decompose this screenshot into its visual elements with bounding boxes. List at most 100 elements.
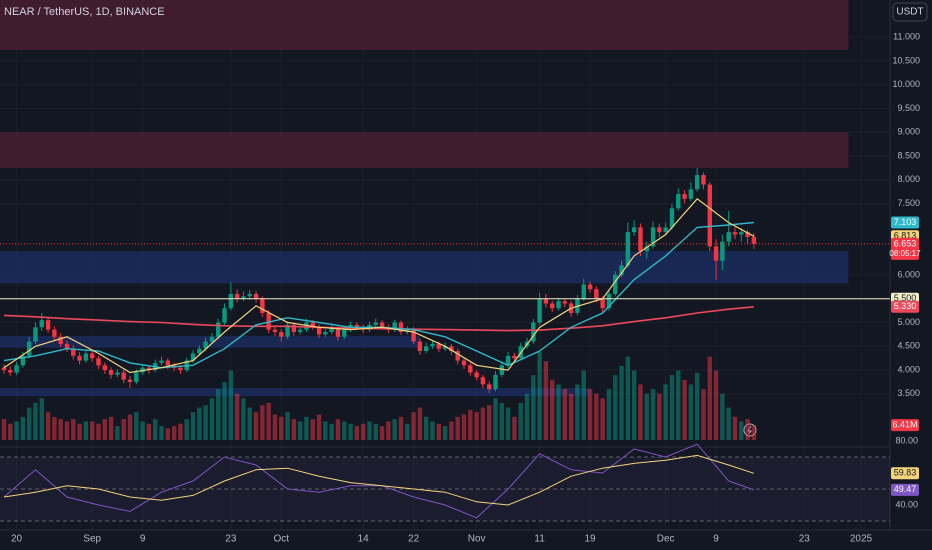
x-tick-label: Nov — [468, 534, 486, 545]
volume-bar — [127, 414, 133, 440]
candle-body — [430, 343, 435, 347]
y-tick-label: 6.000 — [897, 269, 920, 279]
price-zone — [0, 132, 849, 168]
candle-body — [474, 372, 479, 378]
candle-body — [26, 341, 32, 356]
candle-body — [562, 301, 568, 304]
volume-bar — [676, 370, 681, 440]
volume-bar — [543, 361, 549, 440]
candle-body — [108, 370, 114, 375]
volume-bar — [644, 393, 649, 440]
volume-bar — [102, 419, 108, 440]
candle-body — [260, 298, 265, 313]
volume-bar — [216, 389, 221, 440]
volume-bar — [625, 356, 631, 440]
candle-body — [587, 284, 593, 290]
volume-bar — [285, 412, 290, 440]
candle-body — [222, 308, 227, 323]
candle-body — [45, 320, 51, 330]
volume-bar — [537, 352, 542, 440]
current-price-label: 6.653 — [894, 238, 917, 248]
volume-bar — [480, 407, 486, 440]
candle-body — [442, 346, 448, 349]
candle-body — [638, 227, 643, 252]
volume-bar — [487, 405, 492, 440]
candle-body — [644, 246, 649, 252]
y-tick-label: 11.000 — [893, 31, 920, 41]
volume-bar — [726, 407, 731, 440]
price-tag-label: 6.813 — [894, 231, 917, 241]
volume-bar — [247, 407, 252, 440]
price-zone — [0, 251, 849, 284]
candle-body — [594, 289, 599, 299]
candle-body — [392, 322, 397, 330]
volume-bar — [291, 419, 297, 440]
candle-body — [726, 232, 731, 242]
volume-bar — [159, 426, 164, 440]
candle-body — [165, 360, 171, 366]
price-zone — [0, 0, 849, 50]
volume-bar — [203, 405, 208, 440]
candle-body — [354, 324, 360, 328]
volume-bar — [266, 402, 271, 440]
candle-body — [77, 355, 82, 361]
volume-bar — [228, 370, 234, 440]
volume-bar — [720, 393, 725, 440]
price-tag — [891, 467, 919, 480]
volume-bar — [115, 426, 120, 440]
candle-body — [556, 301, 561, 309]
candle-body — [178, 367, 183, 371]
volume-bar — [77, 423, 82, 440]
volume-bar — [587, 389, 593, 440]
candle-body — [625, 232, 631, 266]
candle-body — [505, 355, 511, 366]
volume-bar — [701, 389, 706, 440]
volume-bar — [121, 419, 126, 440]
price-tag — [891, 483, 919, 496]
candle-body — [713, 246, 719, 261]
price-tag — [891, 300, 919, 313]
currency-button[interactable] — [892, 2, 928, 22]
candle-body — [707, 184, 712, 247]
volume-bar — [550, 379, 555, 440]
moving-average — [3, 197, 755, 374]
volume-bar — [197, 407, 202, 440]
y-tick-label: 4.000 — [897, 364, 920, 374]
candle-body — [190, 353, 196, 361]
volume-bar — [64, 421, 70, 440]
currency-label[interactable]: USDT — [896, 7, 923, 18]
candle-body — [146, 367, 152, 371]
x-tick-label: Oct — [273, 534, 289, 545]
candle-body — [449, 346, 454, 352]
candle-body — [694, 175, 700, 190]
candle-body — [291, 324, 297, 333]
rsi-line — [3, 454, 755, 506]
volume-bar — [392, 419, 397, 440]
candle-body — [701, 175, 706, 185]
volume-bar — [524, 393, 530, 440]
candle-body — [228, 293, 234, 309]
volume-bar — [613, 375, 618, 440]
volume-tag — [891, 419, 919, 432]
volume-bar — [241, 398, 246, 440]
volume-bar — [562, 389, 568, 440]
volume-bar — [499, 402, 505, 440]
candle-body — [455, 351, 460, 361]
candle-body — [619, 265, 624, 275]
volume-bar — [140, 421, 145, 440]
volume-bar — [165, 428, 171, 440]
candle-body — [310, 322, 315, 328]
candle-body — [241, 296, 246, 299]
volume-bar — [474, 412, 479, 440]
candle-body — [20, 355, 26, 366]
candle-body — [297, 329, 303, 333]
candle-body — [373, 322, 378, 325]
y-tick-label: 10.500 — [892, 55, 920, 65]
volume-bar — [631, 370, 637, 440]
volume-bar — [411, 412, 416, 440]
volume-bar — [430, 421, 435, 440]
volume-bar — [184, 419, 189, 440]
volume-bar — [342, 421, 347, 440]
candle-body — [531, 322, 536, 342]
